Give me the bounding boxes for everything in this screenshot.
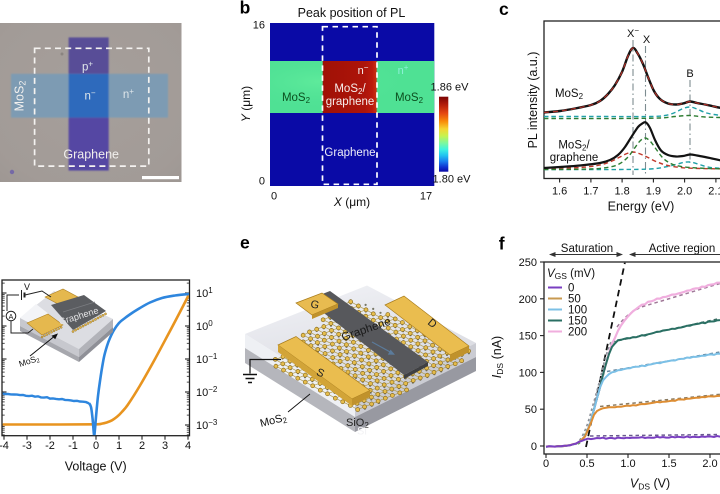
svg-text:0: 0 — [543, 458, 549, 470]
svg-text:10−2: 10−2 — [196, 385, 218, 399]
svg-text:n−: n− — [84, 89, 95, 103]
svg-text:MoS2: MoS2 — [13, 81, 28, 112]
svg-text:1.8: 1.8 — [614, 186, 629, 198]
svg-text:1.80 eV: 1.80 eV — [433, 173, 472, 185]
svg-text:IDS (nA): IDS (nA) — [490, 336, 505, 378]
svg-text:p+: p+ — [82, 60, 93, 74]
svg-text:Graphene: Graphene — [63, 148, 119, 162]
svg-text:100: 100 — [519, 367, 537, 379]
svg-text:Si: Si — [357, 426, 367, 438]
svg-text:SiO2: SiO2 — [346, 417, 369, 430]
svg-text:150: 150 — [568, 316, 587, 328]
svg-text:0: 0 — [259, 176, 265, 188]
svg-text:MoS2: MoS2 — [18, 353, 42, 371]
svg-text:n+: n+ — [123, 87, 134, 101]
svg-text:MoS2: MoS2 — [282, 92, 311, 105]
svg-text:graphene: graphene — [326, 96, 375, 108]
svg-text:MoS2: MoS2 — [259, 412, 289, 431]
svg-text:1.86 eV: 1.86 eV — [431, 82, 470, 94]
svg-text:0: 0 — [271, 191, 277, 203]
svg-text:b: b — [240, 0, 251, 17]
svg-text:1.0: 1.0 — [620, 458, 635, 470]
svg-text:1.6: 1.6 — [552, 186, 567, 198]
svg-text:1.7: 1.7 — [583, 186, 598, 198]
svg-text:101: 101 — [196, 286, 213, 300]
svg-text:MoS2/: MoS2/ — [334, 83, 366, 96]
svg-text:n−: n− — [358, 63, 369, 77]
svg-text:Voltage (V): Voltage (V) — [65, 460, 127, 474]
svg-text:2.0: 2.0 — [677, 186, 692, 198]
svg-text:VGS (mV): VGS (mV) — [547, 268, 595, 281]
svg-text:Energy (eV): Energy (eV) — [608, 200, 675, 214]
svg-text:16: 16 — [253, 20, 265, 32]
svg-text:2: 2 — [139, 440, 145, 452]
svg-text:MoS2: MoS2 — [395, 92, 424, 105]
svg-text:0: 0 — [568, 283, 574, 295]
svg-text:X: X — [643, 34, 651, 46]
svg-text:PL intensity (a.u.): PL intensity (a.u.) — [526, 52, 540, 149]
svg-text:-3: -3 — [22, 440, 32, 452]
svg-text:3: 3 — [162, 440, 168, 452]
svg-text:50: 50 — [568, 294, 581, 306]
svg-text:S: S — [314, 366, 326, 380]
svg-text:f: f — [499, 233, 505, 253]
svg-text:Peak position of PL: Peak position of PL — [298, 6, 406, 20]
svg-text:graphene: graphene — [550, 152, 599, 164]
svg-text:G: G — [309, 298, 320, 312]
svg-text:200: 200 — [568, 327, 587, 339]
svg-text:V: V — [24, 282, 30, 292]
svg-text:2.1: 2.1 — [708, 186, 720, 198]
svg-text:10−3: 10−3 — [196, 418, 218, 432]
svg-text:e: e — [240, 232, 250, 252]
svg-text:0.5: 0.5 — [579, 458, 594, 470]
svg-text:A: A — [9, 314, 14, 321]
svg-text:1.9: 1.9 — [646, 186, 661, 198]
svg-text:X (μm): X (μm) — [333, 195, 370, 209]
svg-text:MoS2/: MoS2/ — [558, 140, 590, 153]
svg-text:0: 0 — [531, 441, 537, 453]
svg-text:-4: -4 — [0, 440, 9, 452]
svg-text:B: B — [686, 68, 693, 80]
svg-text:Graphene: Graphene — [324, 147, 375, 159]
svg-text:4: 4 — [185, 440, 191, 452]
svg-text:0: 0 — [93, 440, 99, 452]
svg-text:n+: n+ — [398, 63, 409, 77]
svg-text:-1: -1 — [68, 440, 78, 452]
svg-text:X−: X− — [627, 26, 639, 40]
svg-text:150: 150 — [519, 331, 537, 343]
svg-text:1.5: 1.5 — [661, 458, 676, 470]
svg-text:50: 50 — [525, 404, 537, 416]
svg-text:10−1: 10−1 — [196, 352, 218, 366]
svg-text:MoS2: MoS2 — [555, 88, 584, 101]
svg-text:-2: -2 — [45, 440, 55, 452]
svg-text:100: 100 — [568, 305, 587, 317]
svg-text:2.0: 2.0 — [702, 458, 717, 470]
svg-text:Saturation: Saturation — [561, 243, 613, 255]
svg-text:1: 1 — [116, 440, 122, 452]
svg-text:250: 250 — [519, 257, 537, 269]
svg-text:Y (μm): Y (μm) — [239, 86, 253, 122]
svg-text:Active region: Active region — [649, 243, 715, 255]
svg-text:c: c — [499, 0, 509, 19]
svg-text:100: 100 — [196, 319, 213, 333]
svg-text:17: 17 — [420, 191, 432, 203]
svg-text:200: 200 — [519, 294, 537, 306]
svg-text:VDS (V): VDS (V) — [630, 477, 670, 492]
